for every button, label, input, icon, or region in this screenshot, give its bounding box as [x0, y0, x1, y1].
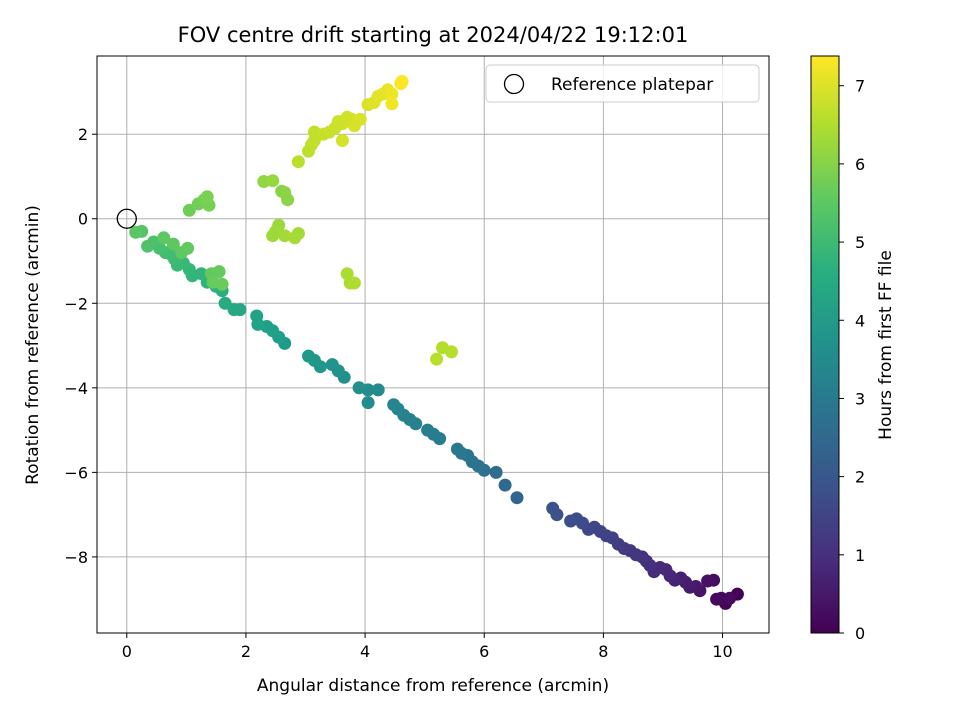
- x-tick-label: 0: [122, 642, 132, 661]
- data-point: [141, 239, 155, 253]
- data-point: [212, 265, 226, 279]
- legend-label: Reference platepar: [551, 75, 713, 95]
- y-tick-label: 0: [78, 210, 88, 229]
- data-point: [510, 491, 524, 505]
- x-tick-label: 2: [241, 642, 251, 661]
- data-point: [281, 193, 295, 207]
- data-point: [489, 465, 503, 479]
- colorbar-tick-label: 3: [855, 389, 865, 408]
- data-point: [353, 112, 367, 126]
- colorbar-tick-label: 6: [855, 155, 865, 174]
- data-point: [288, 231, 302, 245]
- data-point: [250, 309, 264, 323]
- x-axis-ticks: 0 2 4 6 8 10: [122, 633, 733, 661]
- data-point: [371, 383, 385, 397]
- reference-marker-layer: [116, 208, 137, 229]
- scatter-points: [129, 74, 744, 610]
- data-point: [347, 276, 361, 290]
- data-point: [181, 241, 195, 255]
- colorbar-tick-label: 2: [855, 468, 865, 487]
- x-tick-label: 4: [360, 642, 370, 661]
- colorbar-tick-label: 0: [855, 624, 865, 643]
- colorbar-gradient: [810, 55, 840, 634]
- reference-platepar-marker: [116, 208, 137, 229]
- data-point: [395, 74, 409, 88]
- y-tick-label: −8: [64, 548, 88, 567]
- y-axis-ticks: −8 −6 −4 −2 0 2: [64, 125, 97, 567]
- data-point: [564, 514, 578, 528]
- legend-box: [485, 64, 760, 103]
- colorbar-tick-label: 1: [855, 546, 865, 565]
- data-point: [546, 501, 560, 515]
- data-point: [278, 229, 292, 243]
- data-point: [302, 349, 315, 363]
- chart-title: FOV centre drift starting at 2024/04/22 …: [178, 23, 689, 47]
- colorbar-tick-label: 7: [855, 77, 865, 96]
- grid: [97, 56, 769, 633]
- data-point: [266, 229, 280, 243]
- y-tick-label: 2: [78, 125, 88, 144]
- data-point: [215, 277, 229, 291]
- data-point: [723, 591, 737, 605]
- data-point: [291, 155, 305, 169]
- colorbar-tick-label: 4: [855, 311, 865, 330]
- data-point: [701, 574, 715, 588]
- x-axis-label: Angular distance from reference (arcmin): [257, 676, 609, 696]
- y-tick-label: −6: [64, 463, 88, 482]
- y-tick-label: −2: [64, 294, 88, 313]
- data-point: [200, 190, 214, 204]
- colorbar: 0 1 2 3 4 5 6 7 Hours from first FF file: [810, 55, 896, 643]
- legend-reference-marker: [503, 73, 525, 95]
- data-point: [498, 478, 512, 492]
- data-point: [352, 381, 366, 395]
- plot-frame: [96, 55, 770, 634]
- data-point: [325, 358, 339, 372]
- y-tick-label: −4: [64, 379, 88, 398]
- x-tick-label: 8: [598, 642, 608, 661]
- data-point: [361, 396, 375, 410]
- x-tick-label: 6: [479, 642, 489, 661]
- data-point: [166, 237, 180, 251]
- data-point: [445, 345, 458, 359]
- data-point: [387, 398, 401, 412]
- data-point: [182, 203, 196, 217]
- colorbar-label: Hours from first FF file: [876, 250, 896, 440]
- data-point: [218, 296, 232, 310]
- data-point: [430, 352, 444, 366]
- data-point: [450, 442, 464, 456]
- data-point: [421, 423, 435, 437]
- data-point: [335, 134, 349, 147]
- data-point: [266, 174, 280, 188]
- data-point: [157, 231, 171, 245]
- x-tick-label: 10: [712, 642, 732, 661]
- data-point: [710, 592, 724, 606]
- colorbar-ticks: 0 1 2 3 4 5 6 7: [839, 77, 865, 643]
- data-point: [385, 87, 399, 101]
- legend: Reference platepar: [485, 64, 760, 103]
- y-axis-label: Rotation from reference (arcmin): [23, 205, 43, 485]
- data-point: [385, 97, 399, 111]
- data-point: [129, 225, 143, 239]
- colorbar-tick-label: 5: [855, 233, 865, 252]
